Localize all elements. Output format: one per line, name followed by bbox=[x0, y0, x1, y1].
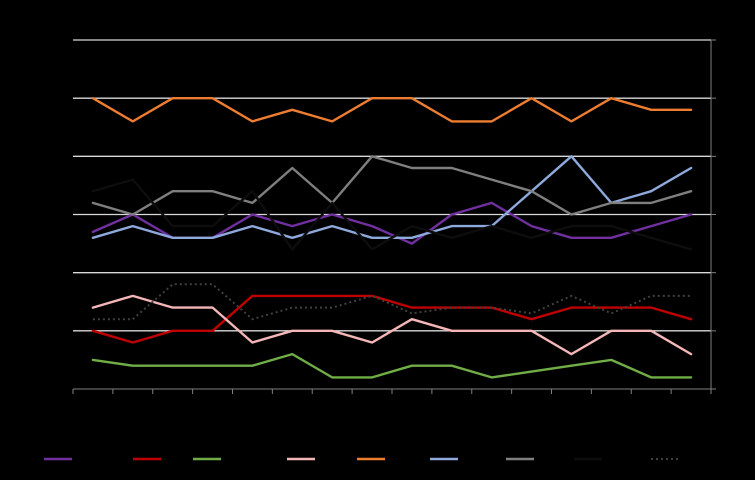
series-lines bbox=[91, 96, 693, 379]
series-line-4 bbox=[91, 294, 693, 356]
series-line-3 bbox=[91, 352, 693, 379]
series-line-2 bbox=[91, 294, 693, 344]
series-line-8 bbox=[91, 178, 693, 251]
series-line-5 bbox=[91, 96, 693, 123]
series-line-7 bbox=[91, 155, 693, 216]
series-line-9 bbox=[92, 283, 692, 321]
gridlines bbox=[73, 39, 711, 332]
axes bbox=[72, 39, 716, 394]
